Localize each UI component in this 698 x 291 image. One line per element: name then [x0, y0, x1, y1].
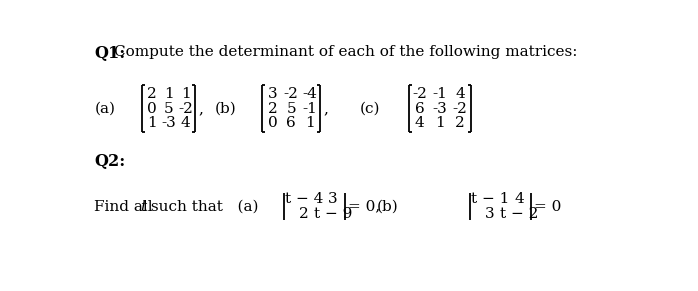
Text: (b): (b)	[377, 200, 399, 214]
Text: 1: 1	[181, 87, 191, 101]
Text: -2: -2	[452, 102, 468, 116]
Text: 5: 5	[286, 102, 296, 116]
Text: 2: 2	[299, 207, 309, 221]
Text: Find all: Find all	[94, 200, 158, 214]
Text: -2: -2	[283, 87, 299, 101]
Text: 1: 1	[164, 87, 174, 101]
Text: t − 4: t − 4	[285, 192, 323, 206]
Text: 6: 6	[415, 102, 424, 116]
Text: t − 1: t − 1	[471, 192, 510, 206]
Text: ,: ,	[323, 102, 328, 116]
Text: 3: 3	[485, 207, 495, 221]
Text: t − 9: t − 9	[314, 207, 352, 221]
Text: 1: 1	[305, 116, 315, 130]
Text: 4: 4	[415, 116, 424, 130]
Text: 1: 1	[147, 116, 156, 130]
Text: = 0,: = 0,	[348, 200, 380, 214]
Text: 2: 2	[147, 87, 156, 101]
Text: = 0: = 0	[535, 200, 562, 214]
Text: -1: -1	[433, 87, 447, 101]
Text: 3: 3	[267, 87, 277, 101]
Text: Q1:: Q1:	[94, 45, 126, 62]
Text: -4: -4	[302, 87, 317, 101]
Text: t: t	[140, 200, 146, 214]
Text: 6: 6	[286, 116, 296, 130]
Text: 2: 2	[267, 102, 277, 116]
Text: (c): (c)	[360, 102, 380, 116]
Text: -2: -2	[413, 87, 427, 101]
Text: 4: 4	[455, 87, 465, 101]
Text: -1: -1	[302, 102, 317, 116]
Text: 4: 4	[181, 116, 191, 130]
Text: Q2:: Q2:	[94, 153, 126, 170]
Text: 3: 3	[328, 192, 338, 206]
Text: 2: 2	[455, 116, 465, 130]
Text: ,: ,	[198, 102, 203, 116]
Text: such that   (a): such that (a)	[146, 200, 259, 214]
Text: 0: 0	[267, 116, 277, 130]
Text: Compute the determinant of each of the following matrices:: Compute the determinant of each of the f…	[114, 45, 577, 59]
Text: 4: 4	[514, 192, 524, 206]
Text: (b): (b)	[215, 102, 237, 116]
Text: (a): (a)	[95, 102, 116, 116]
Text: 5: 5	[164, 102, 173, 116]
Text: -3: -3	[433, 102, 447, 116]
Text: -2: -2	[178, 102, 193, 116]
Text: -3: -3	[161, 116, 176, 130]
Text: 1: 1	[435, 116, 445, 130]
Text: t − 2: t − 2	[500, 207, 538, 221]
Text: 0: 0	[147, 102, 156, 116]
